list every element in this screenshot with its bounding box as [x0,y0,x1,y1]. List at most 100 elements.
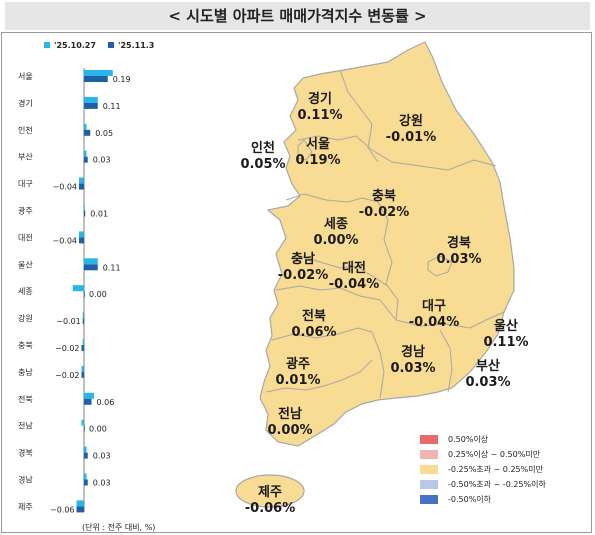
category-label: 세종 [18,287,33,296]
map-region-label: 대구-0.04% [409,299,460,330]
region-name: 울산 [494,318,518,334]
legend-swatch-2 [420,450,438,459]
bar [84,446,87,453]
map-region-label: 경기0.11% [297,91,342,123]
bar [72,285,84,292]
category-label: 전북 [18,394,33,404]
bar [84,156,88,163]
category-label: 서울 [18,72,33,81]
legend-label: 0.25%이상 ~ 0.50%미만 [448,450,541,459]
bar [81,371,84,378]
region-name: 인천 [251,140,275,156]
bar [84,123,87,130]
bar [84,425,85,432]
region-border [285,193,379,203]
legend-item: -0.50%이하 [420,492,580,507]
category-label: 경남 [18,475,33,485]
bar [81,365,84,372]
region-border [377,201,399,321]
data-label: −0.06 [50,505,75,514]
region-name: 부산 [476,358,500,374]
map-region-label: 충남-0.02% [278,251,329,283]
region-name: 전남 [278,406,302,422]
data-label: 0.03 [93,479,111,488]
mainland-shape [259,41,515,447]
bar [79,177,84,184]
legend-swatch-4 [420,480,438,489]
data-label: 0.19 [113,75,131,84]
bar [82,339,84,345]
region-value: 0.00% [267,423,312,438]
bar [84,479,88,486]
region-name: 광주 [286,357,310,372]
region-value: -0.06% [245,501,296,516]
region-name: 경북 [447,235,471,251]
bar [84,204,85,211]
region-border [297,135,497,171]
map-region-label: 서울0.19% [295,136,340,168]
chart-title: < 시도별 아파트 매매가격지수 변동률 > [168,7,427,25]
map-region-label: 광주0.01% [275,357,320,388]
region-border [339,69,379,163]
data-label: −0.04 [52,183,77,192]
data-label: 0.11 [103,263,121,272]
legend-item: -0.50%초과 ~ -0.25%이하 [420,477,580,492]
map-region-label: 세종0.00% [313,217,358,248]
region-value: 0.11% [297,108,342,123]
bar [76,500,84,507]
unit-note: (단위 : 전주 대비, %) [82,523,156,532]
data-label: 0.05 [95,129,113,138]
title-bar: < 시도별 아파트 매매가격지수 변동률 > [5,2,590,30]
category-label: 충북 [18,341,33,350]
region-name: 충남 [291,251,315,267]
category-label: 대구 [18,180,33,189]
bar [79,231,84,238]
map-region-label: 경남0.03% [390,344,435,376]
region-value: 0.19% [295,153,340,168]
bar [84,452,88,459]
region-value: 0.06% [291,325,336,340]
region-border [271,327,373,341]
bar [84,76,108,82]
bar [84,129,91,136]
map-legend: 0.50%이상 0.25%이상 ~ 0.50%미만 -0.25%초과 ~ 0.2… [420,432,580,507]
data-label: 0.11 [103,102,121,111]
region-value: -0.01% [386,130,437,145]
data-label: 0.03 [93,156,111,165]
region-name: 강원 [399,113,423,129]
bar [84,102,98,109]
region-name: 서울 [306,136,330,152]
category-label: 충남 [18,368,33,377]
figure-frame [1,32,592,533]
bar [84,96,98,103]
data-label: 0.03 [93,452,111,461]
region-value: -0.04% [329,277,380,292]
region-value: -0.02% [359,205,410,220]
region-value: 0.01% [275,373,320,388]
legend-label: -0.25%초과 ~ 0.25%미만 [448,465,543,474]
region-value: -0.02% [278,268,329,283]
bar [79,237,84,244]
region-value: 0.05% [240,157,285,172]
region-name: 충북 [372,188,396,204]
bar [81,345,84,351]
map-region-label: 전북0.06% [291,308,336,340]
map-region-label: 울산0.11% [483,318,528,350]
region-name: 경남 [401,344,425,360]
legend-label: '25.10.27 [54,41,96,50]
category-label: 광주 [18,206,33,216]
map-region-label: 인천0.05% [240,140,285,172]
region-border [439,329,453,393]
legend-swatch-3 [420,465,438,474]
data-label: −0.02 [55,371,80,380]
region-name: 경기 [308,91,332,107]
region-border [299,255,389,287]
legend-label: 0.50%이상 [448,435,489,444]
map-region-label: 강원-0.01% [386,113,437,145]
bar [81,419,84,426]
region-name: 전북 [302,308,326,324]
legend-label: -0.50%이하 [448,495,492,504]
category-label: 제주 [18,502,33,511]
data-label: 0.00 [89,425,107,434]
